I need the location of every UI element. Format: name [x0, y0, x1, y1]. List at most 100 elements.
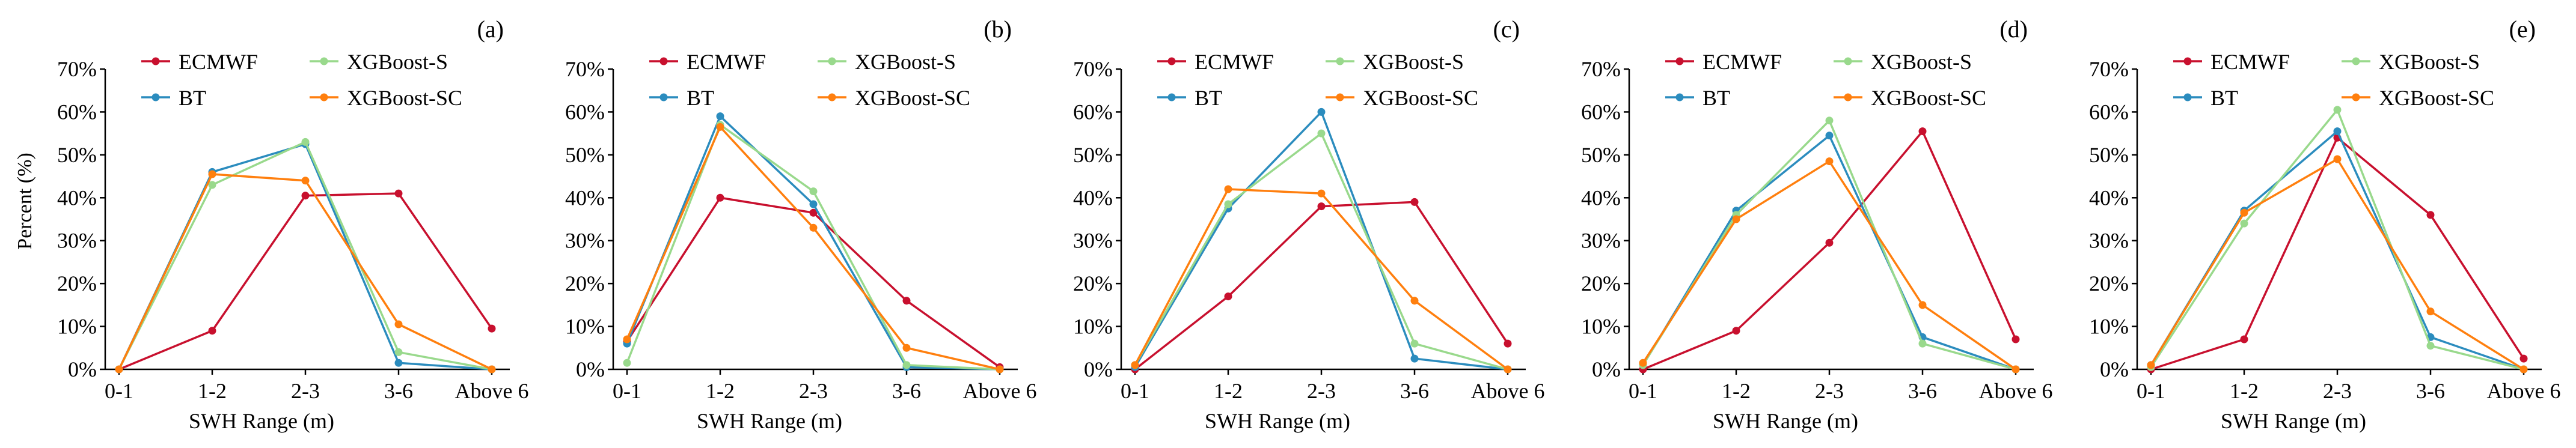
y-tick-label: 0%: [576, 357, 605, 381]
data-point-ecmwf: [488, 324, 496, 333]
legend-label-xgb_s: XGBoost-S: [1363, 50, 1464, 74]
data-point-ecmwf: [301, 192, 310, 200]
data-point-xgb_s: [902, 361, 911, 369]
y-tick-label: 20%: [57, 271, 97, 295]
x-tick-label: 0-1: [1629, 379, 1657, 403]
data-point-ecmwf: [1732, 327, 1740, 335]
data-point-xgb_s: [2240, 219, 2248, 228]
legend-label-bt: BT: [1195, 86, 1222, 110]
legend-label-bt: BT: [2210, 86, 2238, 110]
legend-label-xgb_s: XGBoost-S: [1871, 50, 1972, 74]
y-tick-label: 10%: [57, 315, 97, 339]
data-point-xgb_sc: [2240, 208, 2248, 217]
data-point-xgb_s: [2333, 106, 2342, 114]
x-tick-label: 1-2: [1722, 379, 1751, 403]
y-tick-label: 30%: [565, 229, 605, 253]
series-line-xgb_sc: [1642, 160, 2016, 371]
data-point-bt: [1825, 132, 1834, 140]
data-point-bt: [809, 200, 818, 208]
y-tick-label: 30%: [57, 229, 97, 253]
series-line-xgb_sc: [2150, 158, 2524, 371]
y-tick-label: 40%: [565, 186, 605, 210]
legend-marker-xgb_sc: [828, 93, 836, 101]
x-tick-label: 2-3: [1307, 379, 1336, 403]
y-tick-label: 60%: [1073, 100, 1113, 124]
data-point-ecmwf: [1504, 339, 1512, 348]
x-tick-label: 1-2: [198, 379, 227, 403]
data-point-xgb_sc: [809, 223, 818, 232]
panel-label: (d): [1999, 16, 2028, 43]
data-point-xgb_sc: [115, 365, 123, 374]
x-tick-label: 1-2: [1214, 379, 1243, 403]
y-tick-label: 60%: [2089, 100, 2129, 124]
data-point-xgb_s: [809, 187, 818, 196]
y-tick-label: 40%: [1581, 186, 1621, 210]
data-point-xgb_s: [1224, 200, 1232, 208]
data-point-xgb_sc: [1918, 301, 1927, 309]
data-point-xgb_s: [208, 181, 216, 189]
legend-marker-xgb_s: [828, 57, 836, 65]
data-point-ecmwf: [1317, 202, 1326, 211]
data-point-xgb_sc: [1732, 215, 1740, 223]
data-point-xgb_s: [1825, 117, 1834, 125]
data-point-xgb_s: [2426, 342, 2435, 350]
legend-marker-xgb_sc: [2352, 93, 2360, 101]
x-tick-label: 0-1: [2137, 379, 2165, 403]
x-tick-label: 3-6: [1908, 379, 1937, 403]
chart-panel-5: 0% 10% 20% 30% 40% 50% 60% 70% 0-1 1-2 2-3 3-6 Above…: [2089, 16, 2560, 433]
legend-marker-bt: [2183, 93, 2192, 101]
data-point-xgb_sc: [1639, 359, 1647, 367]
legend-label-xgb_sc: XGBoost-SC: [2379, 86, 2494, 110]
chart-panel-1: 0% 10% 20% 30% 40% 50% 60% 70% 0-1 1-2 2-3 3-6 Above…: [57, 16, 528, 433]
legend-marker-xgb_s: [1336, 57, 1344, 65]
legend-marker-xgb_s: [2352, 57, 2360, 65]
y-tick-label: 0%: [2100, 357, 2129, 381]
series-line-ecmwf: [626, 196, 1001, 368]
panel-label: (a): [477, 16, 504, 43]
series-line-xgb_s: [118, 141, 492, 371]
data-point-ecmwf: [2519, 354, 2528, 363]
y-axis-title: Percent (%): [14, 153, 36, 249]
y-tick-label: 10%: [1073, 315, 1113, 339]
y-tick-label: 0%: [1592, 357, 1621, 381]
data-point-bt: [716, 112, 724, 121]
data-point-xgb_sc: [208, 170, 216, 178]
series-line-xgb_s: [2150, 109, 2524, 371]
data-point-ecmwf: [2012, 335, 2020, 344]
data-point-ecmwf: [716, 193, 724, 202]
y-tick-label: 40%: [1073, 186, 1113, 210]
y-tick-label: 30%: [2089, 229, 2129, 253]
data-point-ecmwf: [1410, 198, 1419, 206]
data-point-xgb_sc: [1410, 297, 1419, 305]
data-point-xgb_sc: [1504, 365, 1512, 374]
legend-label-ecmwf: ECMWF: [1703, 50, 1782, 74]
y-tick-label: 0%: [1084, 357, 1113, 381]
x-tick-label: 2-3: [2323, 379, 2352, 403]
data-point-ecmwf: [1825, 238, 1834, 247]
data-point-bt: [2333, 127, 2342, 136]
legend-label-bt: BT: [179, 86, 206, 110]
series-line-bt: [626, 115, 1000, 371]
legend-marker-bt: [1675, 93, 1684, 101]
panel-label: (e): [2509, 16, 2536, 43]
data-point-xgb_sc: [488, 365, 496, 374]
data-point-xgb_sc: [2333, 155, 2342, 163]
data-point-ecmwf: [2426, 211, 2435, 219]
legend-marker-ecmwf: [659, 57, 668, 65]
data-point-xgb_sc: [1131, 361, 1139, 369]
y-tick-label: 50%: [565, 143, 605, 167]
y-tick-label: 0%: [68, 357, 97, 381]
legend-marker-ecmwf: [151, 57, 160, 65]
x-tick-label: 0-1: [105, 379, 133, 403]
y-tick-label: 60%: [1581, 100, 1621, 124]
data-point-xgb_s: [1410, 339, 1419, 348]
legend-label-xgb_s: XGBoost-S: [855, 50, 956, 74]
legend-marker-ecmwf: [2183, 57, 2192, 65]
x-axis-title: SWH Range (m): [1713, 409, 1858, 433]
data-point-xgb_sc: [394, 320, 403, 328]
data-point-xgb_sc: [2147, 361, 2155, 369]
x-tick-label: Above 6: [1471, 379, 1545, 403]
series-line-xgb_sc: [1134, 188, 1509, 371]
x-tick-label: 1-2: [2230, 379, 2259, 403]
